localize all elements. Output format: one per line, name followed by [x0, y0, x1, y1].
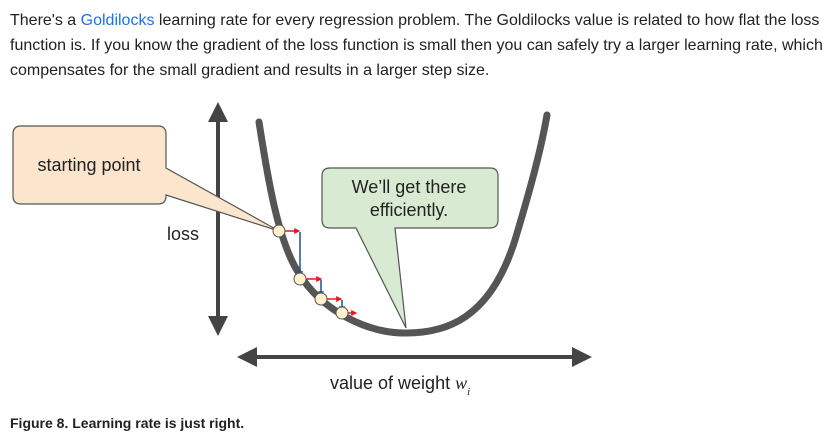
goldilocks-link[interactable]: Goldilocks [80, 12, 155, 29]
step-point-4 [335, 306, 349, 320]
step-point-3 [314, 292, 328, 306]
x-axis-label-text: value of weight [330, 373, 455, 393]
efficient-callout [321, 167, 499, 329]
intro-text-before: There's a [10, 12, 81, 29]
x-axis-subscript: i [467, 386, 470, 398]
x-axis-variable: w [455, 373, 467, 393]
x-axis-label: value of weight wi [330, 373, 470, 398]
figure-caption: Figure 8. Learning rate is just right. [10, 415, 245, 431]
y-axis-label: loss [167, 224, 199, 244]
intro-paragraph: There's a Goldilocks learning rate for e… [10, 8, 832, 83]
efficient-label-line2: efficiently. [370, 200, 448, 220]
step-point-2 [293, 272, 307, 286]
step-point-1 [272, 224, 286, 238]
efficient-label-line1: We’ll get there [352, 177, 467, 197]
intro-text-after: learning rate for every regression probl… [10, 12, 823, 79]
starting-point-label: starting point [37, 155, 140, 175]
starting-point-callout [12, 125, 280, 232]
